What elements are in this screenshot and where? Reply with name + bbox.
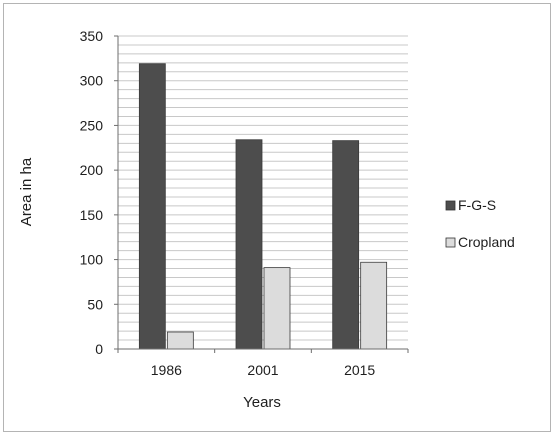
- y-tick-label: 250: [80, 117, 104, 133]
- y-tick-labels: 0 50 100 150 200 250 300 350: [80, 28, 104, 357]
- y-tick-label: 350: [80, 28, 104, 44]
- bar-f-g-s-2001: [235, 139, 263, 350]
- bars: [138, 63, 388, 350]
- bar-cropland-2015: [360, 261, 388, 350]
- x-axis-title: Years: [243, 394, 281, 411]
- y-tick-label: 200: [80, 162, 104, 178]
- x-tick-label: 2001: [247, 362, 278, 378]
- y-tick-label: 100: [80, 252, 104, 268]
- chart-frame: [3, 3, 551, 432]
- bar-f-g-s-1986: [138, 63, 166, 350]
- bar-f-g-s-2015: [332, 140, 360, 350]
- y-tick-label: 0: [95, 341, 103, 357]
- bar-cropland-2001: [263, 267, 291, 350]
- x-tick-labels: 1986 2001 2015: [151, 362, 376, 378]
- x-tick-label: 1986: [151, 362, 182, 378]
- legend-swatch-fgs: [445, 200, 456, 211]
- y-tick-label: 150: [80, 207, 104, 223]
- y-axis-title: Area in ha: [18, 157, 35, 226]
- legend-label-fgs: F-G-S: [458, 197, 496, 213]
- x-tick-label: 2015: [344, 362, 375, 378]
- axes: [114, 35, 409, 353]
- bar-cropland-1986: [166, 331, 194, 350]
- grid-lines: [118, 35, 408, 341]
- y-tick-label: 50: [87, 296, 103, 312]
- legend-swatch-cropland: [445, 237, 456, 248]
- legend-label-cropland: Cropland: [458, 234, 515, 250]
- legend: F-G-S Cropland: [445, 197, 515, 250]
- y-tick-label: 300: [80, 73, 104, 89]
